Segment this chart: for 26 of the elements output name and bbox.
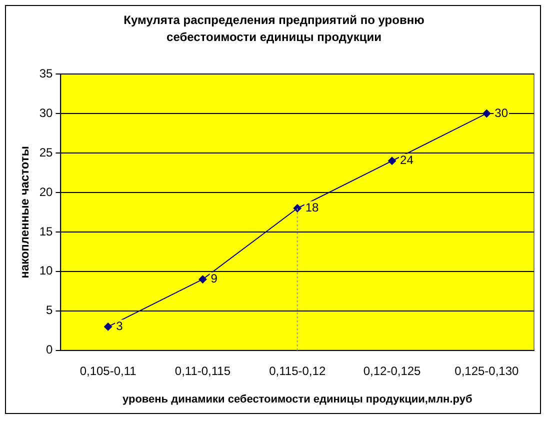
y-tick-label: 5: [46, 303, 54, 318]
x-tick-label: 0,105-0,11: [80, 364, 137, 378]
x-tick-label: 0,115-0,12: [269, 364, 326, 378]
y-tick-label: 25: [39, 145, 54, 160]
x-tick-label: 0,12-0,125: [363, 364, 422, 378]
x-tick-label: 0,11-0,115: [174, 364, 231, 378]
point: [388, 156, 396, 165]
chart-title: Кумулята распределения предприятий по уровню себестоимости единицы продукции: [122, 12, 426, 46]
y-tick-label: 20: [39, 184, 54, 199]
y-tick-label: 0: [46, 342, 54, 357]
point: [104, 322, 112, 331]
y-tick-label: 10: [39, 264, 54, 278]
point: [482, 109, 491, 118]
y-tick-label: 30: [39, 106, 54, 120]
data-label: 3: [116, 319, 124, 334]
data-label: 30: [494, 106, 508, 120]
y-tick-label: 15: [39, 224, 54, 238]
x-tick-label: 0,125-0,130: [454, 364, 520, 378]
x-axis-title: уровень динамики себестоимости единицы продукции,млн.руб: [122, 393, 472, 406]
y-tick-label: 35: [39, 66, 54, 80]
y-axis-title: накопленные частоты: [18, 146, 32, 278]
data-label: 9: [210, 272, 218, 286]
data-label: 24: [400, 153, 414, 168]
data-label: 18: [305, 200, 320, 215]
point: [198, 275, 207, 284]
point: [293, 204, 302, 212]
